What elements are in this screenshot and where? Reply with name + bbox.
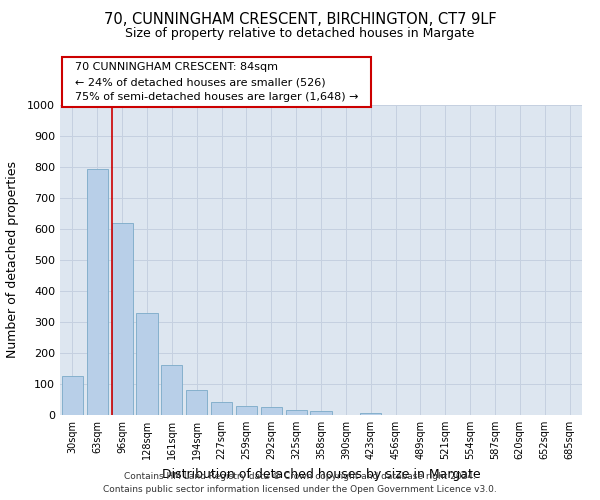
- Bar: [62, 376, 83, 415]
- X-axis label: Distribution of detached houses by size in Margate: Distribution of detached houses by size …: [161, 468, 481, 480]
- Bar: [236, 406, 257, 415]
- Bar: [136, 312, 158, 415]
- Y-axis label: Number of detached properties: Number of detached properties: [6, 162, 19, 358]
- Bar: [211, 402, 232, 415]
- Bar: [360, 412, 381, 415]
- Text: Contains public sector information licensed under the Open Government Licence v3: Contains public sector information licen…: [103, 485, 497, 494]
- Bar: [112, 223, 133, 415]
- Text: Size of property relative to detached houses in Margate: Size of property relative to detached ho…: [125, 28, 475, 40]
- Text: 70, CUNNINGHAM CRESCENT, BIRCHINGTON, CT7 9LF: 70, CUNNINGHAM CRESCENT, BIRCHINGTON, CT…: [104, 12, 496, 28]
- Bar: [161, 365, 182, 415]
- Bar: [310, 412, 332, 415]
- Text: 70 CUNNINGHAM CRESCENT: 84sqm
  ← 24% of detached houses are smaller (526)
  75%: 70 CUNNINGHAM CRESCENT: 84sqm ← 24% of d…: [68, 62, 365, 102]
- Bar: [87, 168, 108, 415]
- Bar: [286, 410, 307, 415]
- Text: Contains HM Land Registry data © Crown copyright and database right 2024.: Contains HM Land Registry data © Crown c…: [124, 472, 476, 481]
- Bar: [186, 390, 207, 415]
- Bar: [261, 407, 282, 415]
